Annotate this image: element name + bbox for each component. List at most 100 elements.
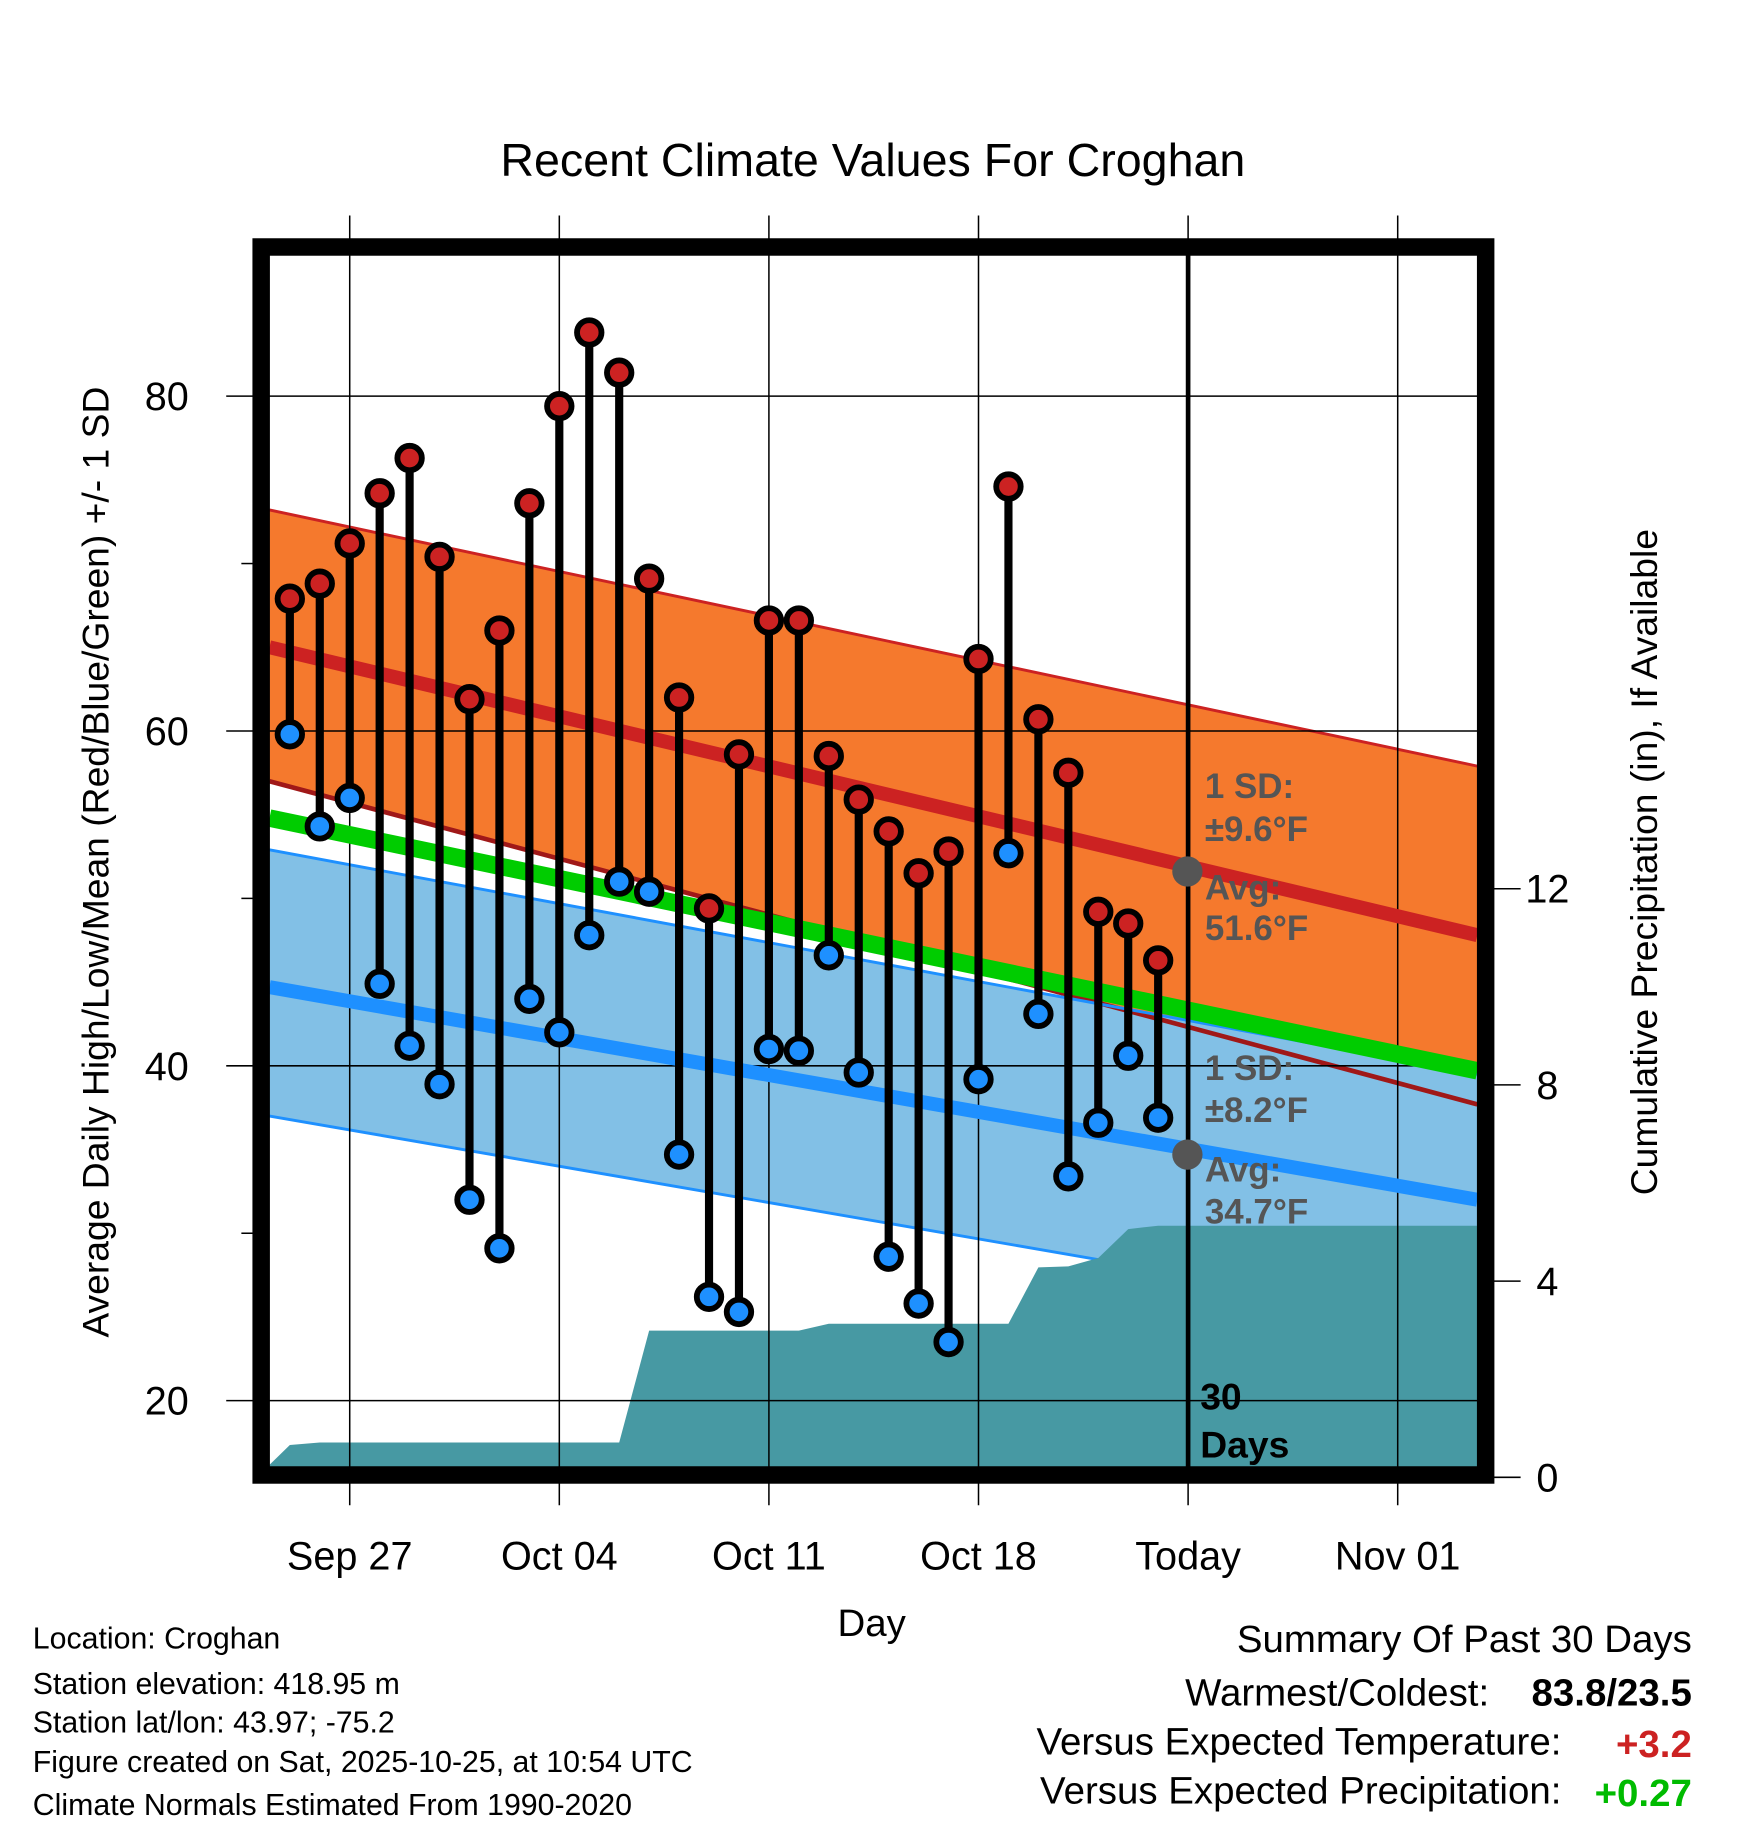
elevation-text: Station elevation: 418.95 m [33,1668,400,1701]
x-tick-label: Sep 27 [287,1534,413,1578]
period-unit: Days [1200,1424,1289,1466]
daily-low-point [783,1035,814,1066]
daily-low-point [1143,1102,1174,1133]
daily-low-point [663,1139,695,1170]
station-info: Location: Croghan Station elevation: 418… [33,1623,693,1823]
daily-low-point [1053,1161,1084,1192]
daily-low-point [334,782,365,814]
daily-high-point [633,563,665,594]
daily-high-point [544,391,575,422]
daily-points [274,317,1174,1358]
summary-panel: Summary Of Past 30 Days Warmest/Coldest:… [1036,1618,1691,1815]
daily-high-point [514,488,545,519]
normals-text: Climate Normals Estimated From 1990-2020 [33,1789,632,1822]
daily-high-point [484,615,515,646]
daily-low-point [394,1030,425,1061]
y2-tick-label: 8 [1536,1064,1558,1108]
y-tick-label: 60 [145,710,189,754]
daily-low-point [1023,998,1054,1030]
daily-high-point [1023,704,1054,735]
temp-departure-value: +3.2 [1616,1723,1692,1766]
y-tick-label: 80 [145,375,189,419]
daily-high-point [424,541,455,572]
y-axis-title: Average Daily High/Low/Mean (Red/Blue/Gr… [75,387,117,1338]
avg-low-marker [1172,1139,1203,1170]
summary-title: Summary Of Past 30 Days [1237,1618,1692,1661]
low-avg-value: 34.7°F [1205,1192,1308,1231]
precip-area [269,1225,1478,1467]
daily-low-point [484,1233,515,1264]
daily-low-point [274,719,305,750]
low-avg-label: Avg: [1205,1150,1281,1189]
warmest-coldest-label: Warmest/Coldest: [1185,1672,1489,1715]
daily-high-point [1143,945,1174,976]
daily-high-point [753,605,785,636]
daily-high-point [813,740,844,772]
x-tick-label: Today [1135,1534,1241,1578]
y-tick-label: 20 [145,1380,189,1424]
annotations: 1 SD: ±9.6°F Avg: 51.6°F 1 SD: ±8.2°F Av… [1172,767,1308,1466]
axes: Sep 27 Oct 04 Oct 11 Oct 18 Today Nov 0120406… [145,375,1570,1578]
avg-high-marker [1172,856,1203,887]
low-sd-value: ±8.2°F [1205,1091,1308,1130]
daily-high-point [394,442,425,474]
y2-tick-label: 12 [1525,868,1569,912]
daily-low-point [633,876,665,907]
daily-high-point [903,858,934,889]
daily-high-point [1053,757,1084,788]
high-sd-upper-edge [269,508,1478,768]
daily-low-point [933,1326,964,1358]
daily-high-point [993,471,1024,502]
x-tick-label: Oct 04 [501,1534,618,1578]
daily-low-point [993,838,1024,869]
daily-low-point [1113,1040,1144,1071]
plot-frame [252,238,1495,1484]
high-sd-band [269,509,1478,1105]
chart-title: Recent Climate Values For Croghan [500,134,1245,186]
y2-tick-label: 4 [1536,1260,1558,1304]
high-sd-value: ±9.6°F [1205,810,1308,849]
y2-tick-label: 0 [1536,1456,1558,1500]
daily-low-point [1083,1107,1114,1138]
y2-axis-title: Cumulative Precipitation (in), If Availa… [1623,529,1665,1195]
daily-high-point [604,357,635,388]
daily-low-point [813,940,844,971]
daily-high-point [963,643,994,675]
daily-low-point [544,1017,575,1048]
daily-low-point [723,1296,755,1328]
high-avg-label: Avg: [1205,868,1281,907]
daily-high-point [454,684,485,715]
low-sd-label: 1 SD: [1205,1049,1294,1088]
daily-low-point [604,866,635,897]
period-number: 30 [1200,1376,1241,1418]
daily-low-point [304,811,335,842]
daily-low-point [753,1033,785,1065]
temp-departure-label: Versus Expected Temperature: [1036,1721,1561,1764]
daily-high-point [933,836,964,867]
daily-low-point [454,1184,485,1215]
daily-high-point [364,478,395,509]
daily-low-point [843,1057,874,1088]
daily-low-point [873,1241,904,1272]
location-text: Location: Croghan [33,1623,280,1656]
high-sd-label: 1 SD: [1205,767,1294,806]
daily-high-point [334,528,365,559]
daily-low-point [693,1281,725,1312]
daily-high-point [843,784,874,815]
daily-high-point [1083,896,1114,927]
latlon-text: Station lat/lon: 43.97; -75.2 [33,1706,395,1739]
precip-departure-label: Versus Expected Precipitation: [1040,1770,1561,1813]
daily-low-point [424,1069,455,1100]
high-avg-value: 51.6°F [1205,909,1308,948]
daily-high-point [1113,908,1144,939]
daily-high-point [873,816,904,847]
daily-high-point [723,739,755,770]
daily-high-point [663,682,695,713]
daily-low-point [364,968,395,999]
daily-low-point [963,1064,994,1095]
daily-low-point [514,983,545,1014]
daily-low-point [903,1288,934,1319]
daily-low-point [574,920,605,951]
x-axis-title: Day [837,1602,906,1645]
